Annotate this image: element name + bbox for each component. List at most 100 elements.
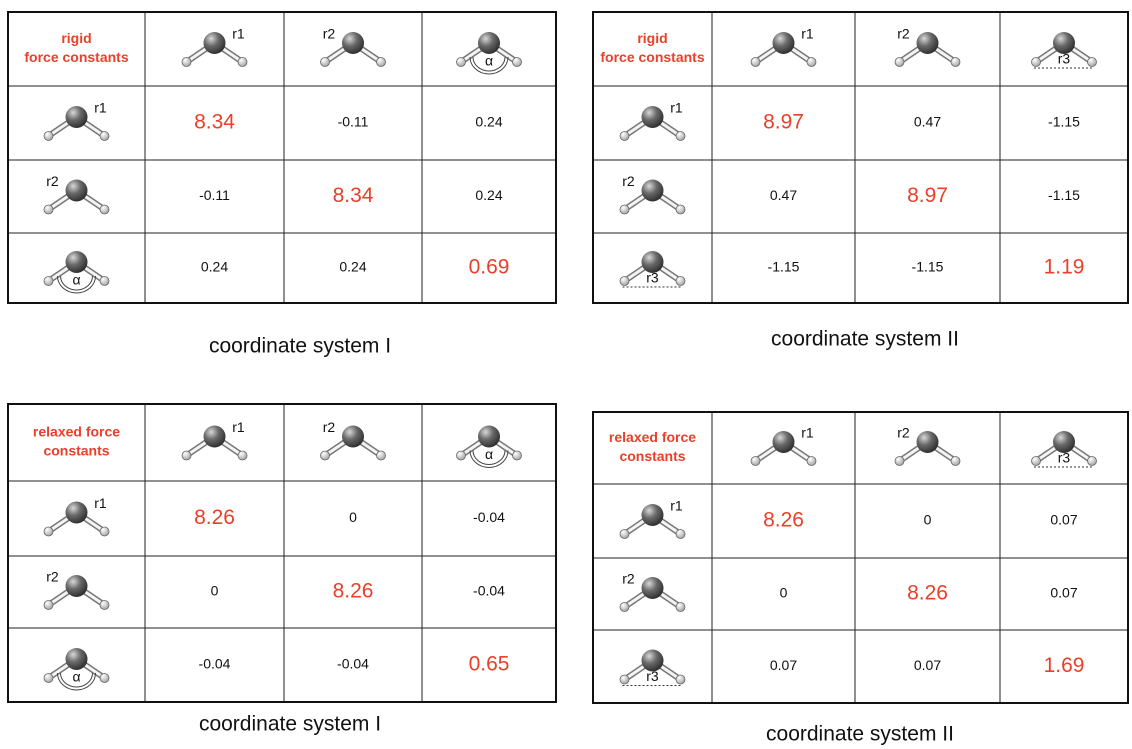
cell-value: 0 bbox=[780, 585, 788, 601]
hydrogen-atom bbox=[895, 58, 904, 67]
diagonal-value: 8.26 bbox=[194, 506, 235, 529]
cell-value: -0.04 bbox=[199, 656, 231, 672]
table-header: constants bbox=[619, 448, 685, 464]
hydrogen-atom bbox=[513, 58, 522, 67]
diagonal-value: 0.69 bbox=[469, 256, 510, 279]
molecule-icon: r2 bbox=[620, 173, 685, 214]
hydrogen-atom bbox=[513, 451, 522, 460]
hydrogen-atom bbox=[182, 58, 191, 67]
hydrogen-atom bbox=[676, 205, 685, 214]
hydrogen-atom bbox=[457, 451, 466, 460]
coordinate-label: r2 bbox=[622, 173, 635, 189]
cell-value: 0.24 bbox=[201, 259, 228, 275]
hydrogen-atom bbox=[377, 451, 386, 460]
oxygen-atom bbox=[342, 32, 364, 54]
hydrogen-atom bbox=[676, 675, 685, 684]
oxygen-atom bbox=[642, 577, 664, 599]
hydrogen-atom bbox=[1032, 58, 1041, 67]
hydrogen-atom bbox=[182, 451, 191, 460]
cell-value: -0.04 bbox=[337, 656, 369, 672]
cell-value: -1.15 bbox=[768, 259, 800, 275]
oxygen-atom bbox=[66, 648, 88, 670]
hydrogen-atom bbox=[238, 451, 247, 460]
molecule-icon: α bbox=[457, 426, 522, 468]
molecule-icon: r3 bbox=[620, 251, 685, 287]
hydrogen-atom bbox=[44, 132, 53, 141]
cell-value: 0.47 bbox=[914, 114, 941, 130]
diagonal-value: 8.26 bbox=[333, 580, 374, 603]
molecule-icon: r1 bbox=[620, 100, 685, 141]
hydrogen-atom bbox=[620, 530, 629, 539]
cell-value: -0.04 bbox=[473, 583, 505, 599]
molecule-icon: r2 bbox=[620, 571, 685, 612]
molecule-icon: r1 bbox=[44, 495, 109, 536]
coordinate-label: r2 bbox=[323, 26, 336, 42]
hydrogen-atom bbox=[620, 675, 629, 684]
hydrogen-atom bbox=[676, 132, 685, 141]
hydrogen-atom bbox=[44, 674, 53, 683]
oxygen-atom bbox=[773, 431, 795, 453]
figure: rigidforce constantsr1r2αr18.34-0.110.24… bbox=[0, 0, 1132, 749]
molecule-icon: α bbox=[44, 251, 109, 293]
cell-value: 0.07 bbox=[770, 657, 797, 673]
coordinate-label: r1 bbox=[670, 498, 683, 514]
coordinate-label: r3 bbox=[646, 270, 659, 286]
molecule-icon: r1 bbox=[44, 100, 109, 141]
hydrogen-atom bbox=[100, 205, 109, 214]
coordinate-label: r3 bbox=[1058, 450, 1071, 466]
table-caption: coordinate system II bbox=[771, 328, 959, 351]
cell-value: 0 bbox=[349, 509, 357, 525]
hydrogen-atom bbox=[676, 277, 685, 286]
hydrogen-atom bbox=[44, 527, 53, 536]
hydrogen-atom bbox=[807, 58, 816, 67]
hydrogen-atom bbox=[1088, 457, 1097, 466]
hydrogen-atom bbox=[100, 277, 109, 286]
hydrogen-atom bbox=[377, 58, 386, 67]
oxygen-atom bbox=[917, 431, 939, 453]
diagonal-value: 0.65 bbox=[469, 653, 510, 676]
coordinate-label: r1 bbox=[232, 419, 245, 435]
hydrogen-atom bbox=[44, 277, 53, 286]
coordinate-label: α bbox=[72, 669, 80, 685]
hydrogen-atom bbox=[100, 674, 109, 683]
cell-value: -1.15 bbox=[1048, 114, 1080, 130]
cell-value: 0.07 bbox=[1050, 512, 1077, 528]
hydrogen-atom bbox=[44, 205, 53, 214]
molecule-icon: r2 bbox=[321, 419, 386, 460]
cell-value: 0.24 bbox=[475, 114, 502, 130]
table-header: relaxed force bbox=[609, 429, 696, 445]
diagonal-value: 1.69 bbox=[1044, 654, 1085, 677]
molecule-icon: r1 bbox=[182, 26, 247, 67]
hydrogen-atom bbox=[676, 530, 685, 539]
coordinate-label: r2 bbox=[897, 425, 910, 441]
table-header: constants bbox=[43, 443, 109, 459]
coordinate-label: r1 bbox=[670, 100, 683, 116]
hydrogen-atom bbox=[620, 205, 629, 214]
molecule-icon: r3 bbox=[1032, 431, 1097, 467]
molecule-icon: α bbox=[457, 32, 522, 74]
molecule-icon: r1 bbox=[751, 425, 816, 466]
hydrogen-atom bbox=[951, 58, 960, 67]
oxygen-atom bbox=[66, 502, 88, 524]
hydrogen-atom bbox=[620, 132, 629, 141]
cell-value: -0.11 bbox=[199, 187, 230, 203]
hydrogen-atom bbox=[751, 58, 760, 67]
diagonal-value: 8.26 bbox=[763, 509, 804, 532]
oxygen-atom bbox=[642, 180, 664, 202]
coordinate-label: α bbox=[72, 272, 80, 288]
hydrogen-atom bbox=[751, 457, 760, 466]
diagonal-value: 8.34 bbox=[194, 111, 235, 134]
molecule-icon: r2 bbox=[44, 173, 109, 214]
hydrogen-atom bbox=[620, 603, 629, 612]
table-header: force constants bbox=[600, 49, 704, 65]
cell-value: 0 bbox=[211, 583, 219, 599]
oxygen-atom bbox=[66, 251, 88, 273]
coordinate-label: r3 bbox=[646, 668, 659, 684]
oxygen-atom bbox=[204, 32, 226, 54]
coordinate-label: r2 bbox=[46, 173, 59, 189]
coordinate-label: r2 bbox=[46, 569, 59, 585]
oxygen-atom bbox=[917, 32, 939, 54]
hydrogen-atom bbox=[1088, 58, 1097, 67]
cell-value: 0.24 bbox=[339, 259, 366, 275]
oxygen-atom bbox=[66, 106, 88, 128]
